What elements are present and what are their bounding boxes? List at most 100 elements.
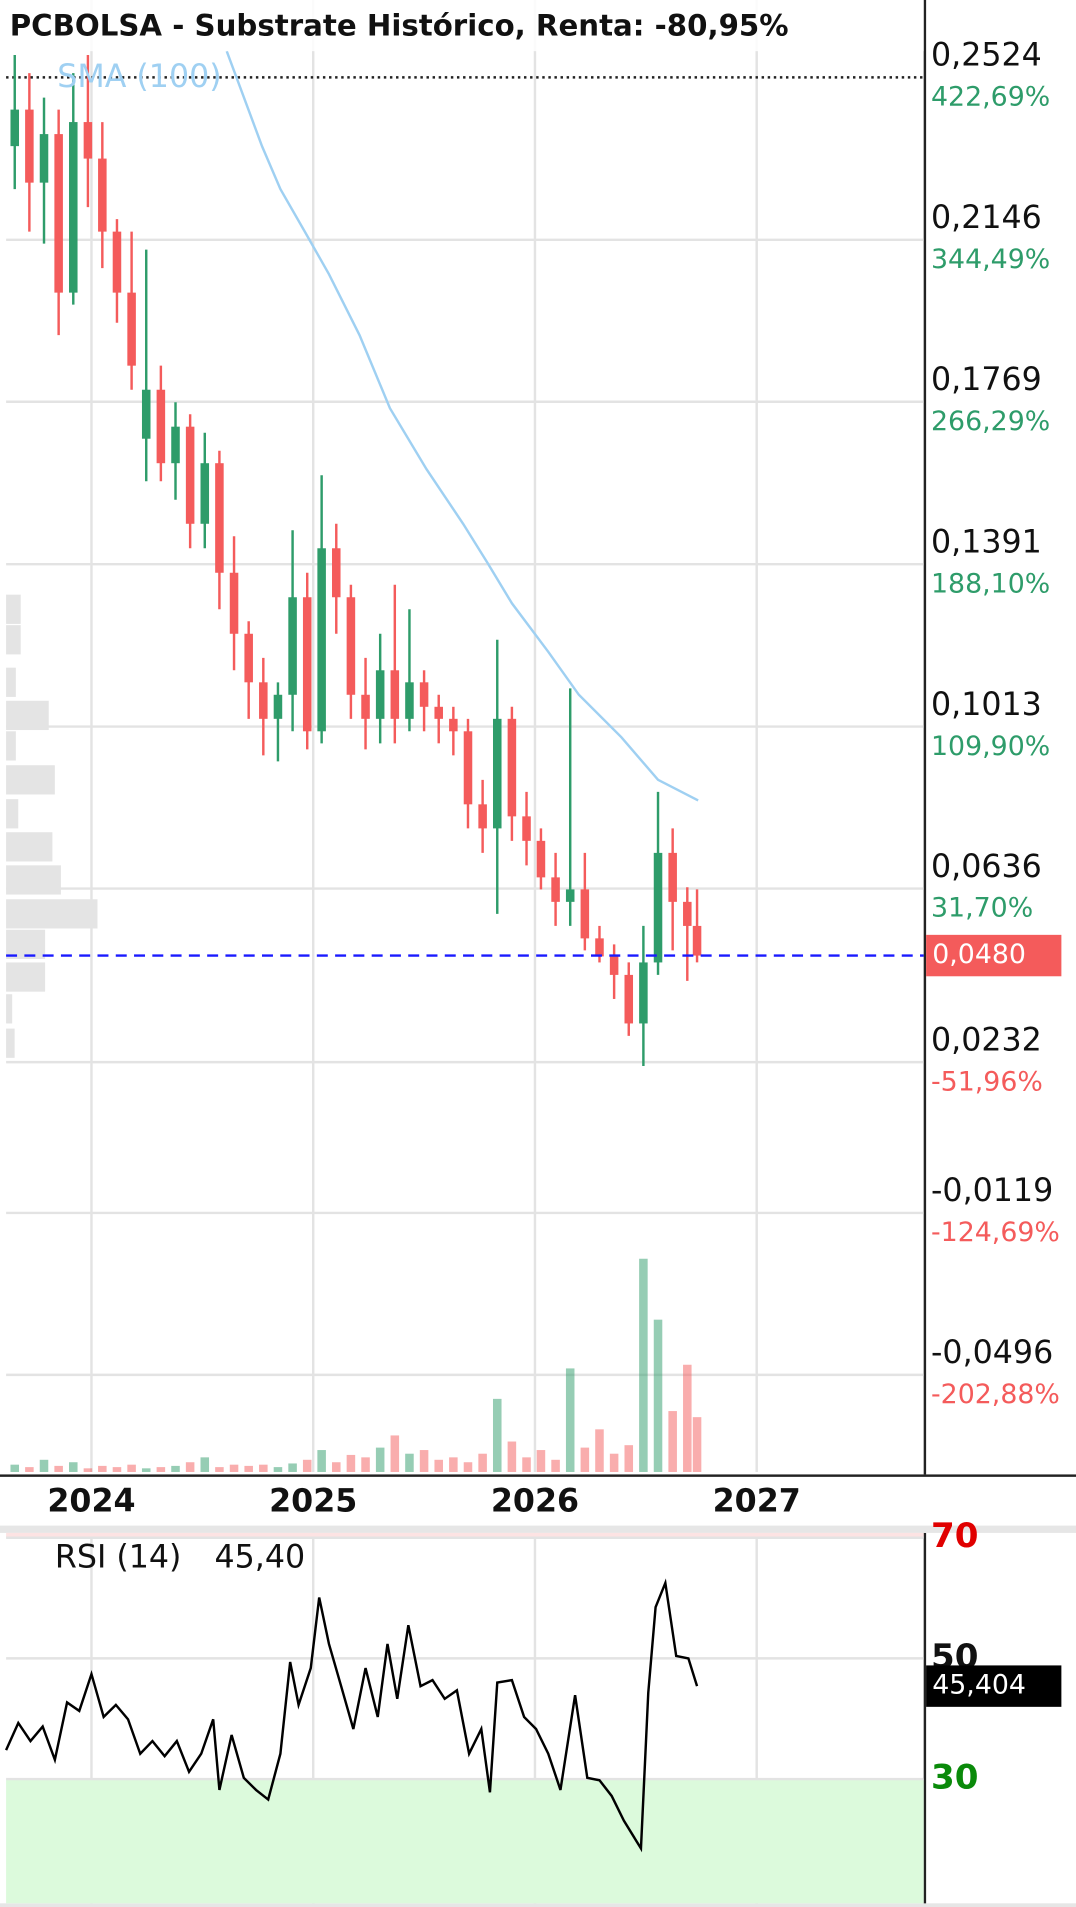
candle-body [609,956,619,975]
panel-separator [0,1525,1076,1533]
volume-bar [10,1464,20,1472]
candle-body [288,597,297,695]
last-value-label: 45,404 [932,1670,1026,1701]
volume-profile-bar [6,731,16,761]
candle-body [536,840,546,878]
volume-bar [244,1465,253,1472]
indicator-title: RSI (14) [55,1540,182,1576]
y-tick-label: 0,1769 [931,362,1042,398]
volume-profile-bar [6,865,61,895]
volume-profile-bar [6,1028,15,1058]
y-tick-change: 31,70% [931,893,1033,924]
volume-bar [54,1465,63,1472]
volume-bar [317,1450,326,1472]
volume-bar [522,1457,531,1472]
candle-body [449,718,458,732]
overbought-band [6,1532,924,1538]
volume-bar [141,1468,151,1472]
candle-body [346,597,356,695]
indicator-value: 45,40 [214,1540,305,1576]
candle-body [112,231,122,293]
candle-body [595,938,604,957]
volume-bar [492,1398,502,1472]
candle-body [668,852,677,902]
candle-body [215,463,224,573]
sma-line [225,50,699,802]
volume-profile-bar [6,799,19,829]
volume-bar [127,1464,136,1472]
volume-profile-bar [6,765,55,795]
last-price-label: 0,0480 [932,939,1026,970]
y-tick-label: 30 [931,1758,978,1798]
x-tick-label: 2026 [491,1483,579,1519]
candle-body [171,426,180,464]
chart-title: PCBOLSA - Substrate Histórico, Renta: -8… [10,8,789,42]
candle-body [478,804,487,829]
y-tick-change: 266,29% [931,406,1050,437]
volume-bar [288,1463,297,1472]
volume-bar [595,1429,604,1472]
volume-bar [624,1445,634,1472]
volume-bar [565,1368,575,1472]
candle-body [624,974,634,1024]
candle-body [434,706,443,719]
volume-bar [449,1457,458,1472]
candle-body [332,548,341,598]
y-tick-change: -124,69% [931,1217,1060,1248]
candle-body [244,633,253,683]
candle-body [390,670,400,719]
y-tick-label: -0,0496 [931,1335,1053,1371]
volume-bar [551,1459,560,1472]
candle-body [565,889,575,902]
volume-bar [390,1435,400,1472]
volume-profile-bar [6,625,21,655]
candle-body [98,158,107,232]
volume-profile-bar [6,700,49,731]
candle-body [229,572,239,634]
candle-body [141,389,151,439]
volume-bar [692,1417,702,1472]
candle-body [317,548,326,732]
volume-bar [200,1457,210,1472]
candle-body [522,816,531,841]
candle-body [200,463,210,524]
volume-bar [332,1462,341,1472]
candle-body [492,718,502,829]
y-tick-label: 70 [931,1516,978,1556]
volume-profile-bar [6,994,13,1024]
volume-bar [25,1467,34,1472]
volume-bar [229,1464,239,1472]
volume-profile-bar [6,962,46,992]
title-background [0,0,924,52]
oversold-band [6,1779,924,1904]
candle-body [375,670,385,719]
candle-body [551,877,560,902]
volume-profile-bar [6,667,16,697]
volume-bar [98,1465,107,1472]
volume-bar [215,1467,224,1472]
y-tick-change: 422,69% [931,82,1050,113]
volume-bar [668,1411,677,1472]
volume-bar [463,1462,473,1472]
x-tick-label: 2027 [713,1483,801,1519]
volume-bar [346,1454,356,1472]
y-tick-change: -51,96% [931,1066,1043,1097]
x-tick-label: 2025 [269,1483,357,1519]
volume-bar [419,1450,429,1472]
volume-bar [375,1447,385,1472]
y-tick-change: 109,90% [931,731,1050,762]
candle-body [127,292,136,366]
candle-body [83,122,93,159]
y-tick-label: -0,0119 [931,1173,1053,1209]
volume-bar [112,1467,122,1472]
volume-bar [405,1453,414,1472]
candle-body [419,682,429,707]
volume-bar [156,1467,166,1472]
candle-body [156,389,166,464]
candle-body [185,426,195,524]
volume-bar [639,1258,648,1472]
